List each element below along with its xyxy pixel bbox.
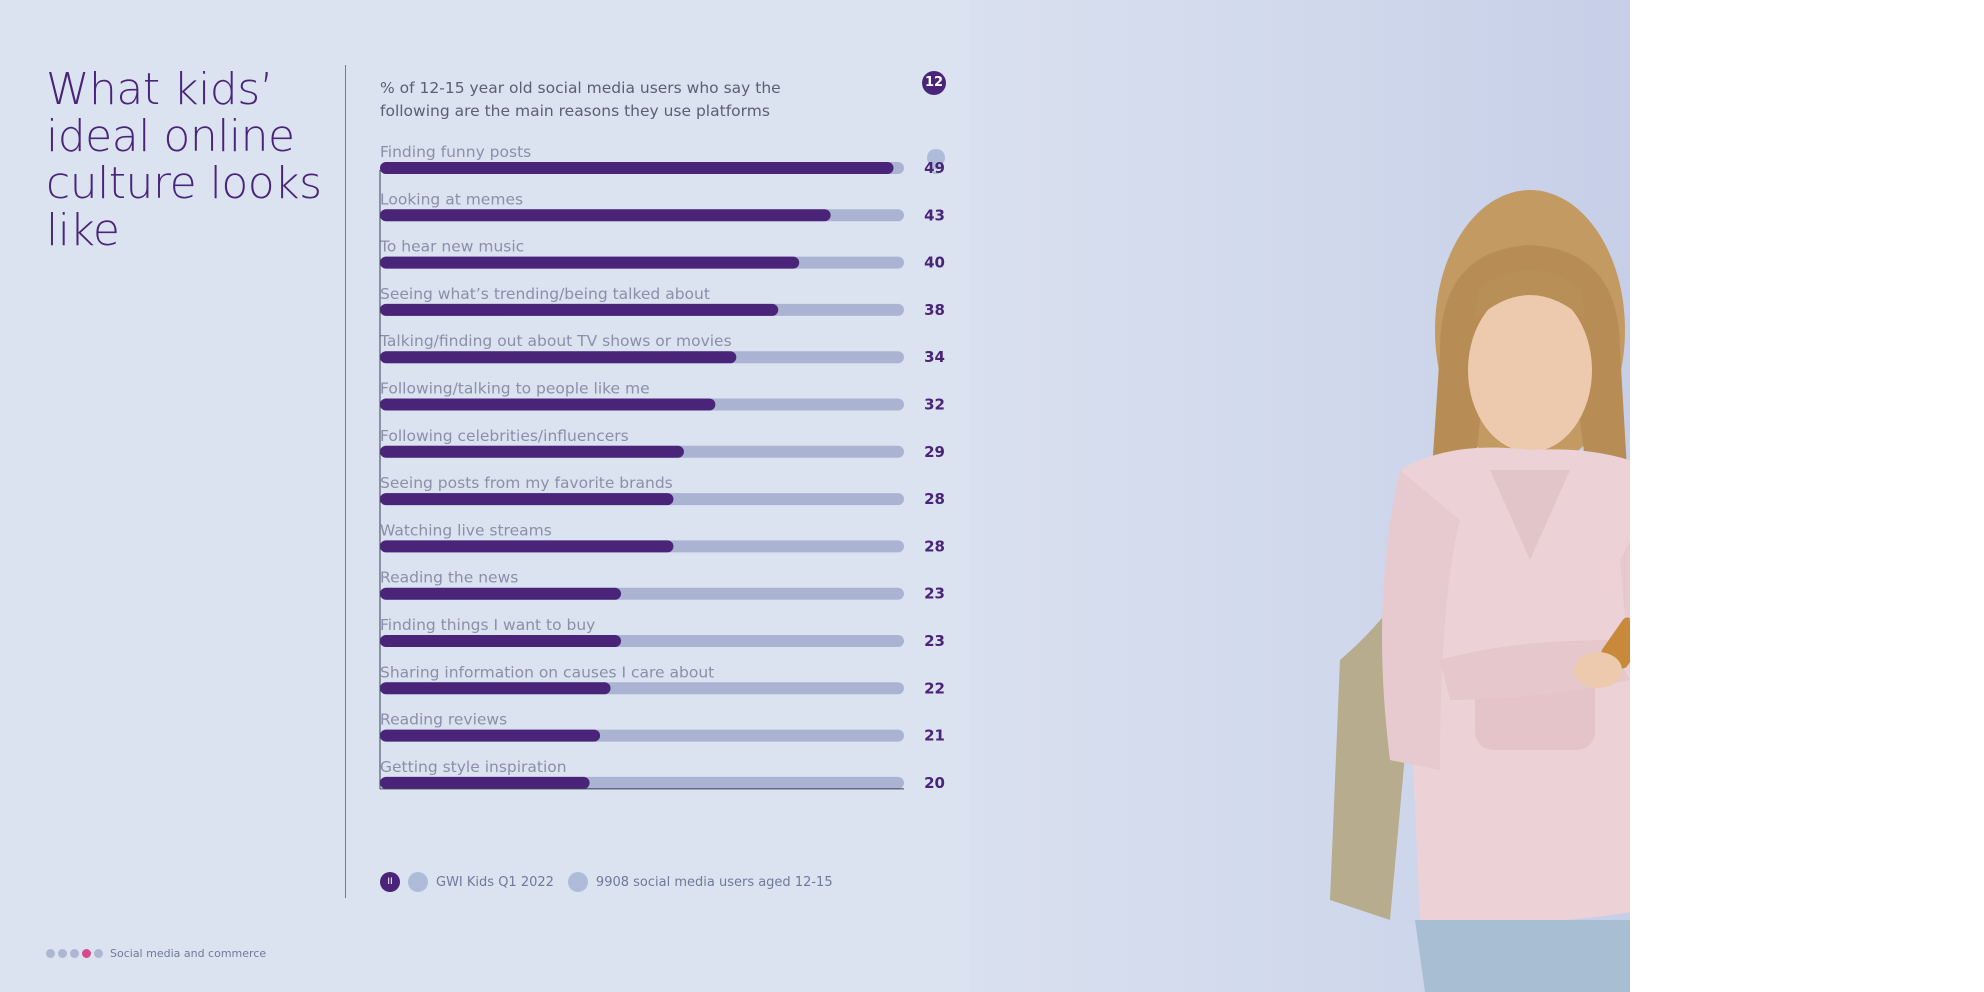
bar — [380, 256, 800, 269]
value-label: 28 — [924, 537, 945, 555]
category-label: Reading reviews — [380, 711, 507, 729]
nav-dot[interactable] — [70, 949, 79, 958]
category-label: Sharing information on causes I care abo… — [380, 663, 714, 681]
bar — [380, 445, 684, 458]
bar — [380, 776, 590, 789]
category-label: Seeing posts from my favorite brands — [380, 474, 673, 492]
base-label: 9908 social media users aged 12-15 — [595, 874, 833, 890]
bar — [380, 682, 611, 695]
page-number-badge: 12 — [922, 71, 946, 95]
value-label: 49 — [924, 159, 945, 177]
bar — [380, 303, 779, 316]
value-label: 32 — [924, 396, 945, 414]
pause-icon[interactable]: II — [380, 872, 400, 892]
category-label: Following celebrities/influencers — [380, 427, 629, 445]
bar — [380, 493, 674, 506]
value-label: 29 — [924, 443, 945, 461]
photo-area — [970, 0, 1630, 992]
value-label: 23 — [924, 632, 945, 650]
lightbulb-icon — [927, 149, 945, 174]
people-icon — [567, 872, 588, 892]
category-label: Getting style inspiration — [380, 758, 567, 776]
calendar-icon — [408, 872, 428, 892]
bar — [380, 162, 894, 174]
category-label: Watching live streams — [380, 521, 552, 539]
nav-dot[interactable] — [58, 949, 67, 958]
chart-subtitle: % of 12-15 year old social media users w… — [380, 79, 781, 120]
bar — [380, 209, 831, 222]
bar — [380, 729, 601, 742]
bar — [380, 398, 716, 411]
category-label: Looking at memes — [380, 190, 523, 208]
nav-dot[interactable] — [46, 949, 55, 958]
footer-nav: Social media and commerce — [46, 947, 266, 960]
value-label: 40 — [924, 254, 945, 272]
teen-with-phone-illustration — [1330, 190, 1630, 992]
value-label: 22 — [924, 679, 945, 697]
value-label: 43 — [924, 206, 945, 224]
category-label: Finding things I want to buy — [380, 616, 595, 634]
value-label: 28 — [924, 490, 945, 508]
category-label: Seeing what’s trending/being talked abou… — [380, 285, 710, 303]
bar — [380, 635, 622, 647]
category-label: Following/talking to people like me — [380, 380, 650, 398]
white-margin — [1630, 0, 1984, 992]
page-title: What kids’ ideal online culture looks li… — [46, 64, 322, 256]
value-label: 34 — [924, 348, 945, 366]
category-label: Reading the news — [380, 569, 518, 587]
value-label: 38 — [924, 301, 945, 319]
nav-dot[interactable] — [94, 949, 103, 958]
category-label: To hear new music — [379, 238, 524, 256]
vertical-divider — [345, 65, 346, 898]
bar — [380, 587, 622, 600]
value-label: 23 — [924, 585, 945, 603]
value-label: 21 — [924, 727, 945, 745]
category-label: Talking/finding out about TV shows or mo… — [379, 332, 732, 350]
section-label: Social media and commerce — [110, 947, 267, 960]
bar — [380, 540, 674, 553]
category-label: Finding funny posts — [380, 143, 531, 161]
chart-legend: II GWI Kids Q1 2022 9908 social media us… — [380, 871, 833, 893]
source-label: GWI Kids Q1 2022 — [436, 874, 554, 890]
nav-dot-active[interactable] — [82, 949, 91, 958]
bar — [380, 351, 737, 364]
value-label: 20 — [924, 774, 945, 792]
